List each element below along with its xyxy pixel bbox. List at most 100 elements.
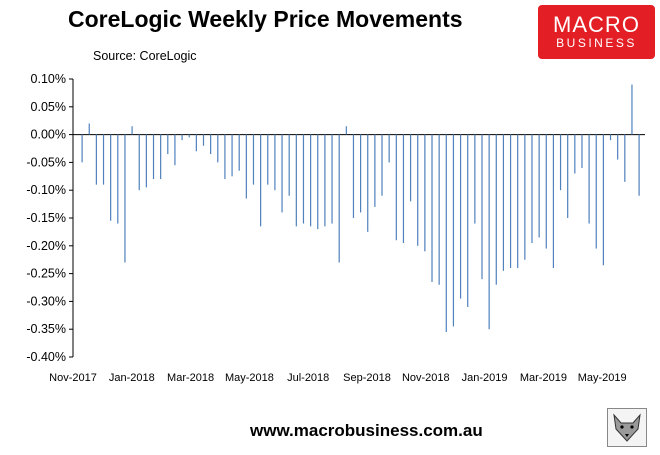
bar [431,134,433,282]
bar [160,134,162,180]
y-tick-label: 0.00% [31,128,66,142]
bar [302,134,305,224]
bar [445,134,447,332]
x-tick-label: Mar-2018 [167,372,214,384]
x-tick-label: Sep-2018 [343,372,391,384]
bar [617,134,619,160]
bar [102,134,105,185]
y-tick-label: -0.25% [26,267,66,281]
x-axis: Nov-2017 Jan-2018 Mar-2018 May-2018 Jul-2018… [49,134,645,384]
bar [81,134,83,163]
x-tick-label: Jan-2018 [109,372,155,384]
bar [360,134,362,213]
bar [467,134,469,307]
bar [452,134,455,327]
bar [317,134,319,230]
bar [224,134,226,180]
bar [474,134,476,224]
bar [531,134,533,244]
bar [402,134,405,244]
bar [509,134,512,269]
y-tick-label: -0.20% [26,239,66,253]
bar [517,134,519,269]
bar [438,134,440,285]
bar [288,134,290,196]
bar [281,134,283,213]
bar [245,134,247,199]
bar [95,134,97,185]
bar [210,134,212,155]
website-url: www.macrobusiness.com.au [250,421,483,440]
bar [310,134,312,227]
bar [395,134,397,241]
y-tick-label: -0.05% [26,155,66,169]
bar [638,134,640,196]
bar [495,134,497,285]
bar [609,134,612,141]
bar [559,134,562,191]
bar [409,134,412,202]
bar [388,134,390,163]
bar [481,134,483,280]
bar [231,134,233,177]
bar [152,134,155,180]
y-tick-label: -0.15% [26,211,66,225]
bar [202,134,205,146]
x-tick-label: Jul-2018 [287,372,329,384]
bar [295,134,297,227]
bar [424,134,426,252]
bar-chart: 0.10% 0.05% 0.00% -0.05% -0.10% -0.15% -0.20% -… [26,72,645,384]
bar [352,134,355,218]
bar [124,134,126,263]
chart-title: CoreLogic Weekly Price Movements [68,6,463,32]
bar [324,134,326,227]
bar [345,126,347,135]
chart-source: Source: CoreLogic [93,49,197,63]
bar [417,134,419,246]
bar-series [81,84,640,332]
bar [367,134,369,232]
x-tick-label: Nov-2017 [49,372,97,384]
bar [374,134,376,207]
bar [117,134,119,224]
bar [581,134,583,168]
bar [131,126,133,135]
x-tick-label: Mar-2019 [520,372,567,384]
bar [174,134,176,166]
y-tick-label: 0.10% [31,72,66,86]
bar [195,134,197,152]
bar [488,134,490,330]
bar [631,84,633,135]
bar [574,134,576,174]
bar [188,134,190,138]
bar [238,134,240,171]
x-tick-label: May-2019 [578,372,627,384]
bar [381,134,383,196]
y-tick-label: -0.30% [26,294,66,308]
bar [545,134,547,249]
bar [138,134,140,191]
bar [588,134,590,224]
bar [552,134,555,269]
y-tick-label: -0.35% [26,322,66,336]
logo-line-1: MACRO [553,12,640,37]
bar [252,134,255,185]
bar [274,134,276,191]
logo-line-2: BUSINESS [556,36,637,50]
bar [524,134,526,260]
bar [624,134,626,182]
bar [538,134,540,238]
x-tick-label: May-2018 [225,372,274,384]
macrobusiness-logo: MACRO BUSINESS [538,5,655,59]
bar [331,134,333,224]
y-tick-label: -0.40% [26,350,66,364]
bar [602,134,604,266]
bar [145,134,147,188]
y-tick-label: -0.10% [26,183,66,197]
bar [459,134,462,299]
x-tick-label: Jan-2019 [462,372,508,384]
y-tick-label: 0.05% [31,100,66,114]
bar [338,134,340,263]
bar [167,134,169,155]
bar [267,134,269,185]
